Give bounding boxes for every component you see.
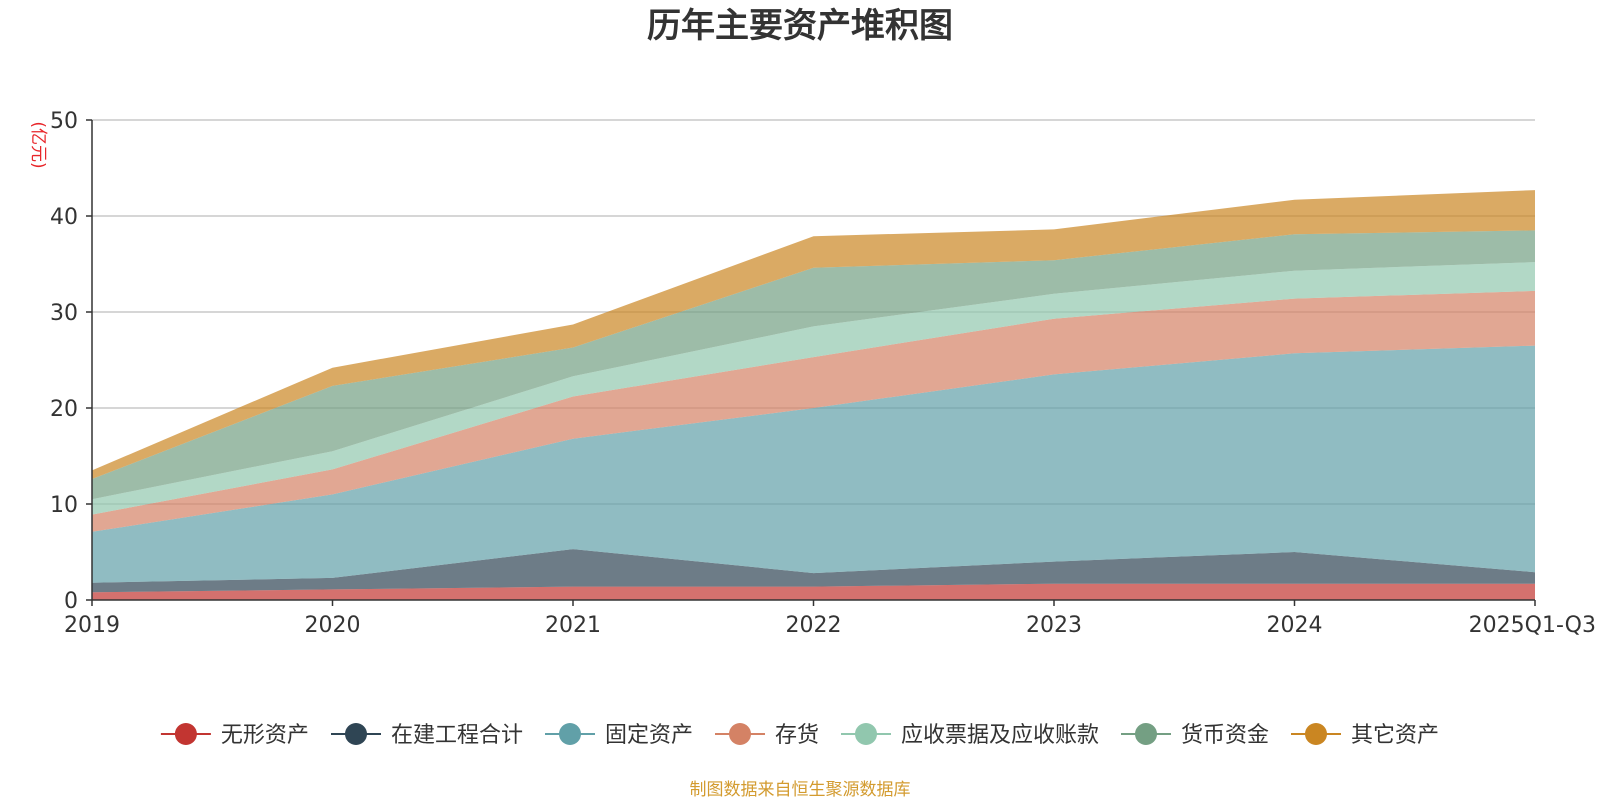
y-tick-label-2: 20	[50, 397, 78, 422]
area-0[interactable]	[92, 583, 1535, 600]
legend-marker-6	[1305, 723, 1327, 745]
legend-item-6[interactable]: 其它资产	[1291, 723, 1439, 748]
legend-item-4[interactable]: 应收票据及应收账款	[841, 723, 1099, 748]
legend-item-1[interactable]: 在建工程合计	[331, 723, 523, 748]
y-tick-label-4: 40	[50, 205, 78, 230]
x-tick-label-0: 2019	[64, 613, 120, 638]
axes: 0 10 20 30 40 50 2019 2020 2021 2022 2023 2024 2025Q…	[50, 109, 1596, 638]
area-1[interactable]	[92, 549, 1535, 593]
area-series	[92, 190, 1535, 600]
legend[interactable]: 无形资产 在建工程合计 固定资产 存货 应收票据及应收账款 货币资金 其它资产	[160, 723, 1439, 748]
area-3[interactable]	[92, 290, 1535, 532]
legend-label-1: 在建工程合计	[391, 723, 523, 748]
legend-label-5: 货币资金	[1181, 723, 1269, 748]
y-tick-label-5: 50	[50, 109, 78, 134]
legend-item-5[interactable]: 货币资金	[1121, 723, 1269, 748]
legend-marker-3	[729, 723, 751, 745]
legend-marker-0	[174, 723, 197, 745]
x-tick-label-1: 2020	[305, 613, 361, 638]
y-tick-label-0: 0	[64, 589, 78, 614]
legend-label-0: 无形资产	[221, 723, 309, 748]
legend-label-2: 固定资产	[605, 723, 693, 748]
legend-label-3: 存货	[775, 723, 819, 748]
legend-marker-1	[345, 723, 367, 745]
legend-marker-5	[1135, 723, 1157, 745]
y-tick-label-3: 30	[50, 301, 78, 326]
area-4[interactable]	[92, 262, 1535, 515]
chart-title: 历年主要资产堆积图	[647, 6, 953, 46]
legend-marker-2	[559, 723, 581, 745]
x-tick-label-4: 2023	[1026, 613, 1082, 638]
legend-item-3[interactable]: 存货	[715, 723, 819, 748]
area-5[interactable]	[92, 230, 1535, 500]
x-tick-label-2: 2021	[545, 613, 601, 638]
legend-item-2[interactable]: 固定资产	[545, 723, 693, 748]
x-tick-label-5: 2024	[1267, 613, 1323, 638]
data-source-note: 制图数据来自恒生聚源数据库	[690, 780, 911, 800]
legend-item-0[interactable]: 无形资产	[160, 723, 309, 748]
y-tick-label-1: 10	[50, 493, 78, 518]
x-tick-label-6: 2025Q1-Q3	[1469, 613, 1596, 638]
legend-label-4: 应收票据及应收账款	[901, 723, 1099, 748]
legend-label-6: 其它资产	[1351, 723, 1439, 748]
x-tick-label-3: 2022	[786, 613, 842, 638]
legend-marker-4	[855, 723, 877, 745]
y-axis-unit-label: (亿元)	[28, 121, 48, 168]
area-2[interactable]	[92, 345, 1535, 583]
area-6[interactable]	[92, 190, 1535, 479]
